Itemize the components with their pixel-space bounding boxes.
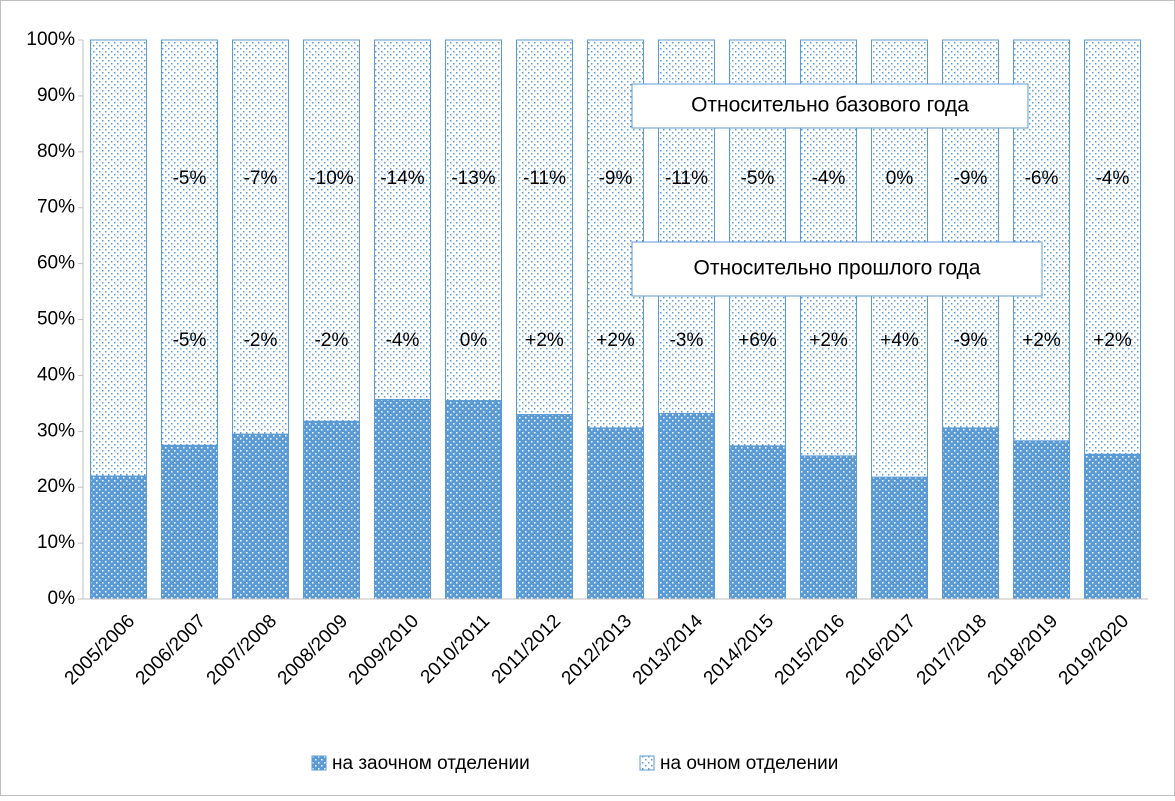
bar-segment	[942, 427, 999, 600]
bar-segment	[587, 427, 644, 600]
bar-segment	[871, 476, 928, 600]
annotation-label: -9%	[954, 330, 988, 351]
bar-segment	[161, 39, 218, 446]
y-tick-label: 80%	[37, 141, 75, 162]
bar-segment	[374, 39, 431, 400]
bar-segment	[90, 475, 147, 600]
annotation-label: 0%	[460, 330, 488, 351]
annotation-label: -5%	[741, 168, 775, 189]
annotation-label: -2%	[244, 330, 278, 351]
y-tick-label: 20%	[37, 476, 75, 497]
bar-segment	[658, 412, 715, 600]
annotation-label: +4%	[880, 330, 919, 351]
bar-segment	[729, 445, 786, 600]
annotation-label: -10%	[309, 168, 353, 189]
bar-segment	[516, 39, 573, 416]
y-tick-label: 100%	[26, 29, 75, 50]
y-tick-label: 90%	[37, 85, 75, 106]
annotation-label: -11%	[665, 168, 708, 189]
bar-segment	[445, 400, 502, 600]
annotation-label: -5%	[173, 168, 207, 189]
annotation-label: +6%	[738, 330, 777, 351]
bar-segment	[161, 444, 218, 600]
annotation-label: 0%	[886, 168, 914, 189]
legend-swatch	[311, 755, 327, 771]
bar-segment	[516, 414, 573, 600]
annotation-label: -7%	[244, 168, 278, 189]
bar-segment	[800, 455, 857, 600]
annotation-label: +2%	[1093, 330, 1132, 351]
y-tick-label: 10%	[37, 532, 75, 553]
annotation-label: -4%	[386, 330, 420, 351]
legend-label: на очном отделении	[660, 753, 838, 774]
y-tick-label: 30%	[37, 420, 75, 441]
bar-segment	[303, 39, 360, 422]
bar-segment	[374, 398, 431, 600]
annotation-label: +2%	[1022, 330, 1061, 351]
annotation-label: +2%	[596, 330, 635, 351]
annotation-label: -3%	[670, 330, 704, 351]
annotation-box	[631, 241, 1043, 297]
annotation-label: -9%	[599, 168, 633, 189]
bar-segment	[1084, 39, 1141, 455]
annotation-label: -13%	[451, 168, 495, 189]
annotation-title: Относительно прошлого года	[694, 257, 981, 280]
annotation-label: -14%	[380, 168, 424, 189]
annotation-label: -4%	[812, 168, 846, 189]
bar-segment	[232, 39, 289, 435]
bar-segment	[1013, 440, 1070, 600]
bar-segment	[90, 39, 147, 477]
annotation-label: -6%	[1025, 168, 1059, 189]
annotation-label: -11%	[523, 168, 566, 189]
annotation-title: Относительно базового года	[691, 94, 969, 117]
bar-segment	[1084, 453, 1141, 600]
bar-segment	[445, 39, 502, 402]
y-tick-label: 60%	[37, 253, 75, 274]
y-tick-label: 0%	[48, 588, 76, 609]
annotation-label: -2%	[315, 330, 349, 351]
annotation-label: -4%	[1096, 168, 1130, 189]
y-tick-label: 40%	[37, 364, 75, 385]
annotation-label: -9%	[954, 168, 988, 189]
legend-swatch	[639, 755, 655, 771]
bar-segment	[303, 420, 360, 600]
y-tick-label: 70%	[37, 197, 75, 218]
annotation-label: -5%	[173, 330, 207, 351]
annotation-label: +2%	[525, 330, 564, 351]
annotation-box	[631, 83, 1029, 129]
annotation-label: +2%	[809, 330, 848, 351]
legend-label: на заочном отделении	[332, 753, 530, 774]
bar-segment	[232, 433, 289, 600]
y-tick-label: 50%	[37, 309, 75, 330]
